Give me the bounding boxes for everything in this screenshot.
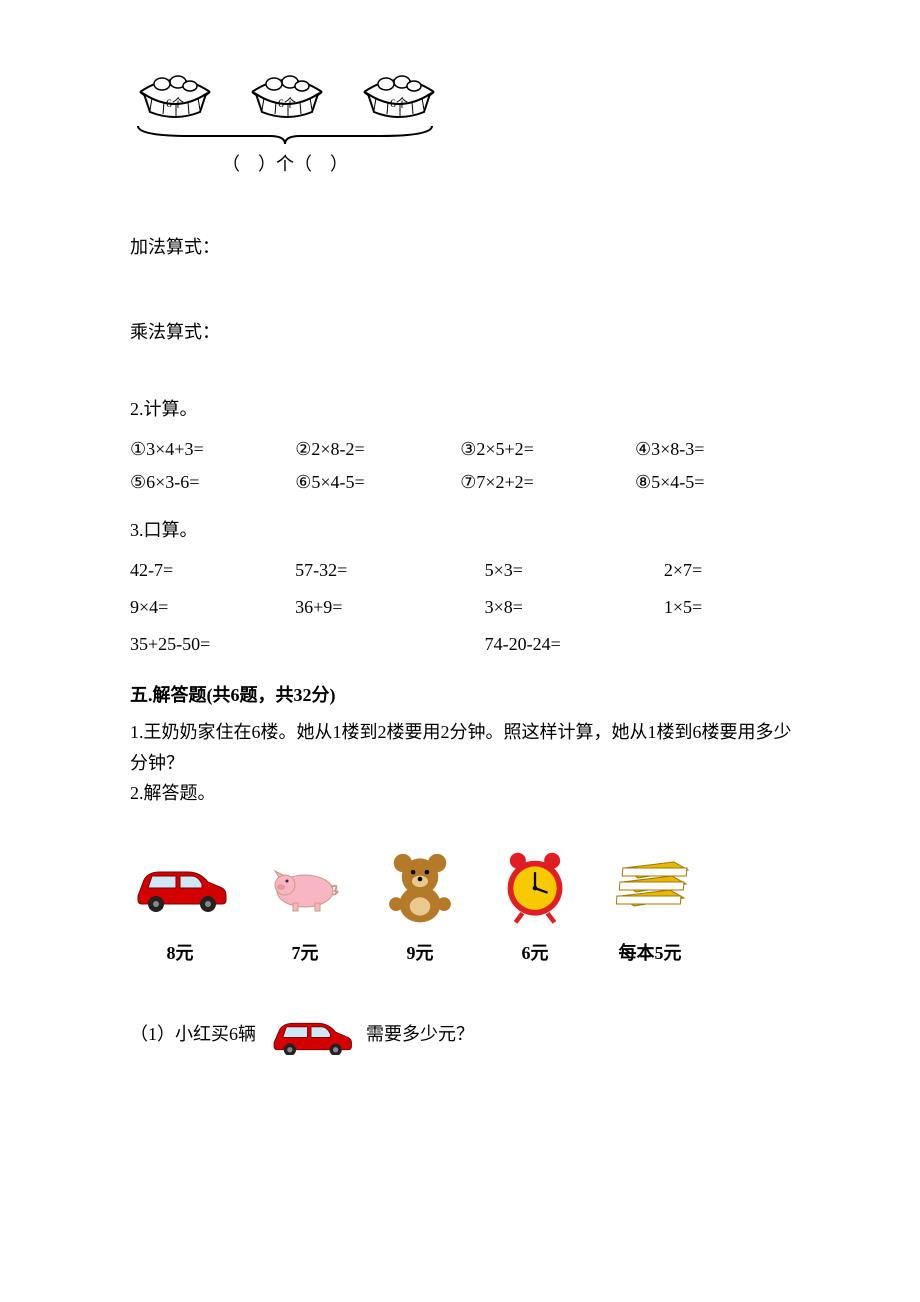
svg-text:6个: 6个 — [390, 96, 408, 110]
mental-cell: 36+9= — [295, 589, 484, 626]
mental-cell: 42-7= — [130, 552, 295, 589]
price-label: 每本5元 — [619, 939, 682, 965]
basket-icon: 6个 — [130, 60, 220, 120]
multiplication-label: 乘法算式： — [130, 319, 800, 346]
svg-text:6个: 6个 — [278, 96, 296, 110]
basket-icon: 6个 — [242, 60, 332, 120]
item-car: 8元 — [130, 849, 230, 965]
mental-cell: 57-32= — [295, 552, 484, 589]
q2-heading: 2.计算。 — [130, 396, 800, 423]
mental-cell: 74-20-24= — [485, 626, 800, 663]
calc-cell: ⑥5×4-5= — [295, 466, 460, 499]
item-pig: 7元 — [265, 855, 345, 965]
table-row: 35+25-50= 74-20-24= — [130, 626, 800, 663]
calc-cell: ⑤6×3-6= — [130, 466, 295, 499]
calc-cell: ①3×4+3= — [130, 433, 295, 466]
brace-icon — [130, 122, 800, 148]
calc-cell: ③2×5+2= — [460, 433, 635, 466]
items-row: 8元 7元 — [130, 849, 800, 965]
car-icon — [266, 1011, 356, 1055]
baskets-figure: 6个 6个 — [130, 60, 800, 176]
baskets-row: 6个 6个 — [130, 60, 800, 120]
car-icon — [130, 849, 230, 919]
basket-icon: 6个 — [354, 60, 444, 120]
question-5-1: 1.王奶奶家住在6楼。她从1楼到2楼要用2分钟。照这样计算，她从1楼到6楼要用多… — [130, 717, 800, 778]
table-row: ①3×4+3= ②2×8-2= ③2×5+2= ④3×8-3= — [130, 433, 800, 466]
calc-cell: ④3×8-3= — [635, 433, 800, 466]
calc-cell: ②2×8-2= — [295, 433, 460, 466]
price-label: 6元 — [522, 939, 549, 965]
mental-cell: 9×4= — [130, 589, 295, 626]
sub-question-1: （1）小红买6辆 需要多少元？ — [130, 1011, 800, 1055]
mental-cell: 3×8= — [485, 589, 664, 626]
item-clock: 6元 — [495, 855, 575, 965]
price-label: 7元 — [292, 939, 319, 965]
mental-cell: 5×3= — [485, 552, 664, 589]
table-row: 9×4= 36+9= 3×8= 1×5= — [130, 589, 800, 626]
mental-table: 42-7= 57-32= 5×3= 2×7= 9×4= 36+9= 3×8= 1… — [130, 552, 800, 663]
mental-cell: 1×5= — [664, 589, 800, 626]
item-bear: 9元 — [380, 855, 460, 965]
table-row: ⑤6×3-6= ⑥5×4-5= ⑦7×2+2= ⑧5×4-5= — [130, 466, 800, 499]
table-row: 42-7= 57-32= 5×3= 2×7= — [130, 552, 800, 589]
basket-count-text: 6个 — [166, 96, 184, 110]
bear-icon — [380, 855, 460, 919]
calc-table: ①3×4+3= ②2×8-2= ③2×5+2= ④3×8-3= ⑤6×3-6= … — [130, 433, 800, 499]
question-5-2-heading: 2.解答题。 — [130, 778, 800, 809]
item-books: 每本5元 — [610, 855, 690, 965]
calc-cell: ⑦7×2+2= — [460, 466, 635, 499]
calc-cell: ⑧5×4-5= — [635, 466, 800, 499]
mental-cell: 2×7= — [664, 552, 800, 589]
subq-prefix: （1）小红买6辆 — [130, 1020, 256, 1046]
section-5-heading: 五.解答题(共6题，共32分) — [130, 681, 800, 707]
price-label: 8元 — [167, 939, 194, 965]
brace-caption: （ ）个（ ） — [130, 150, 440, 176]
pig-icon — [265, 855, 345, 919]
clock-icon — [495, 855, 575, 919]
price-label: 9元 — [407, 939, 434, 965]
addition-label: 加法算式： — [130, 234, 800, 261]
subq-suffix: 需要多少元？ — [366, 1020, 474, 1046]
books-icon — [610, 855, 690, 919]
q3-heading: 3.口算。 — [130, 517, 800, 544]
mental-cell: 35+25-50= — [130, 626, 485, 663]
